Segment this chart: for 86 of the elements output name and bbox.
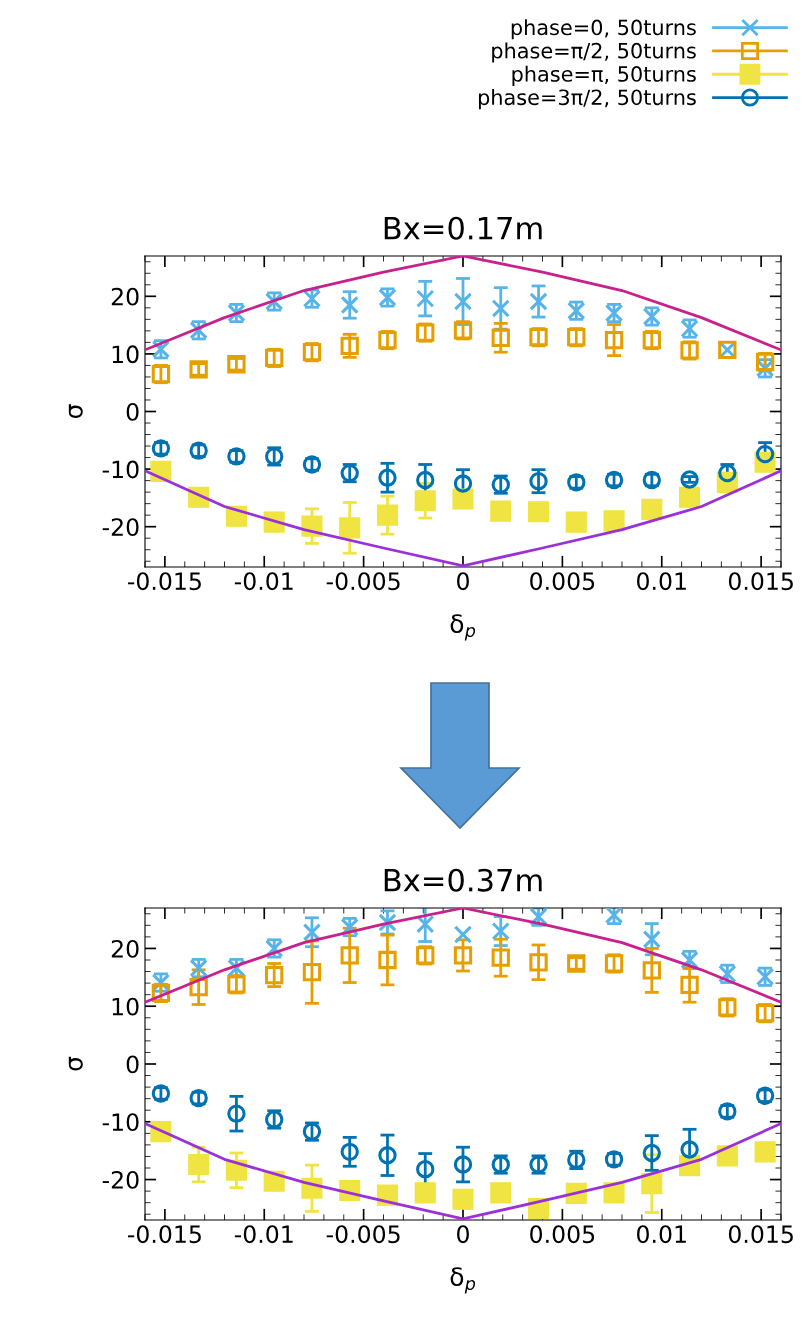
chart-title: Bx=0.37m: [384, 868, 542, 892]
point: [453, 1155, 473, 1174]
point: [188, 1153, 210, 1176]
y-tick-label: -10: [102, 460, 139, 479]
point: [339, 517, 361, 539]
point: [340, 295, 359, 315]
point: [716, 1145, 738, 1167]
y-tick-label: 10: [112, 997, 139, 1016]
point: [453, 474, 473, 493]
point: [416, 1159, 435, 1179]
y-tick-label: 0: [126, 402, 139, 421]
point: [378, 950, 397, 970]
point: [491, 921, 510, 941]
point: [680, 470, 699, 489]
legend-label: phase=π/2, 50turns: [492, 42, 696, 63]
point: [529, 472, 548, 491]
point: [527, 501, 550, 523]
x-tick-label: 0: [457, 1225, 469, 1244]
y-tick-label: 0: [126, 1055, 139, 1074]
point: [378, 1146, 397, 1165]
y-tick-label: 10: [112, 345, 139, 364]
x-tick-label: 0.005: [530, 1225, 595, 1244]
point: [491, 299, 510, 318]
x-tick-label: -0.01: [234, 1225, 293, 1244]
point: [340, 946, 359, 965]
point: [490, 1182, 512, 1204]
x-tick-label: 0.005: [530, 572, 595, 591]
point: [755, 444, 775, 464]
point: [491, 948, 510, 967]
point: [680, 975, 699, 995]
point: [302, 962, 322, 982]
y-tick-label: -20: [102, 1171, 139, 1189]
point: [604, 330, 624, 350]
point: [490, 500, 512, 522]
point: [376, 504, 399, 526]
x-tick-label: -0.005: [326, 572, 400, 591]
point: [414, 490, 436, 512]
point: [529, 292, 548, 311]
point: [491, 328, 510, 347]
y-axis-title: σ: [68, 1056, 83, 1071]
x-tick-label: 0: [457, 572, 469, 591]
point: [416, 470, 435, 490]
y-tick-label: 20: [111, 287, 139, 306]
x-tick-label: 0.015: [728, 572, 793, 591]
x-tick-label: 0.01: [637, 572, 686, 591]
point: [603, 510, 625, 532]
point: [452, 488, 474, 510]
point: [453, 946, 473, 965]
point: [529, 953, 548, 972]
point: [452, 1188, 474, 1210]
y-tick-label: -10: [102, 1113, 139, 1132]
point: [416, 289, 435, 308]
point: [680, 1140, 699, 1159]
legend-label: phase=π, 50turns: [512, 65, 696, 86]
x-tick-label: 0.015: [728, 1225, 793, 1244]
legend-label: phase=3π/2, 50turns: [478, 89, 696, 110]
point: [227, 1104, 246, 1123]
point: [302, 923, 322, 942]
point: [641, 498, 663, 520]
x-axis-title: δ$_{p}$: [450, 614, 476, 641]
x-tick-label: -0.01: [234, 572, 293, 591]
legend-label: phase=0, 50turns: [511, 19, 696, 40]
x-axis-title: δ$_{p}$: [450, 1267, 476, 1294]
x-tick-label: -0.015: [127, 572, 201, 591]
point: [642, 930, 661, 949]
y-tick-label: -20: [102, 518, 139, 536]
y-axis-title: σ: [68, 404, 83, 419]
point: [565, 511, 587, 533]
x-tick-label: -0.005: [326, 1225, 400, 1244]
point: [603, 1182, 625, 1204]
y-tick-label: 20: [111, 939, 139, 958]
x-tick-label: -0.015: [127, 1225, 201, 1244]
point: [414, 1182, 436, 1204]
point: [378, 913, 397, 932]
point: [642, 1143, 661, 1163]
point: [642, 961, 661, 980]
point: [641, 1173, 663, 1195]
chart-title: Bx=0.17m: [384, 216, 542, 240]
x-tick-label: 0.01: [637, 1225, 686, 1244]
point: [453, 925, 473, 944]
point: [340, 1142, 359, 1161]
point: [453, 292, 473, 311]
point: [340, 336, 359, 356]
point: [754, 1141, 776, 1163]
point: [679, 486, 701, 508]
point: [378, 468, 397, 487]
